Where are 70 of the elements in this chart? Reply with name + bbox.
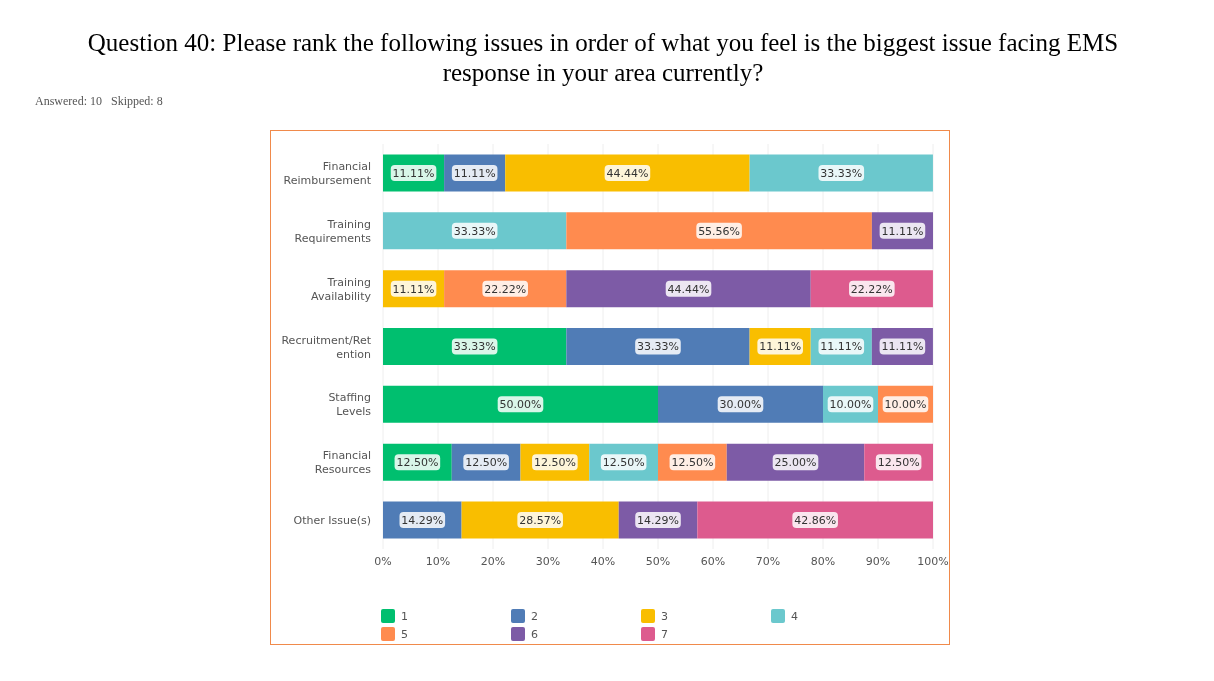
y-tick-label: Financial Reimbursement	[283, 159, 372, 187]
y-tick-label: Training Availability	[311, 275, 372, 303]
x-tick-label: 100%	[917, 554, 949, 568]
x-tick-label: 40%	[590, 554, 616, 568]
data-label: 11.11%	[881, 224, 924, 238]
data-label: 12.50%	[465, 456, 508, 470]
bar	[383, 385, 658, 423]
data-label: 11.11%	[392, 166, 435, 180]
legend-label: 4	[791, 609, 798, 623]
chart-title: Question 40: Please rank the following issues in order of what you feel is the biggest issue facing EMS response in your area currently?	[86, 28, 1120, 88]
bar	[383, 212, 567, 250]
legend-label: 7	[661, 627, 668, 641]
data-label: 11.11%	[453, 166, 496, 180]
data-label: 33.33%	[453, 224, 496, 238]
data-label: 14.29%	[637, 514, 679, 528]
bar	[749, 154, 933, 192]
data-label: 11.11%	[392, 282, 435, 296]
legend-label: 1	[401, 609, 408, 623]
data-label: 44.44%	[667, 282, 710, 296]
data-label: 28.57%	[519, 514, 562, 528]
y-tick-label: Training Requirements	[294, 217, 372, 245]
bar	[383, 327, 567, 365]
x-tick-label: 60%	[700, 554, 726, 568]
data-label: 10.00%	[829, 398, 872, 412]
x-tick-label: 0%	[374, 554, 392, 568]
x-tick-label: 10%	[425, 554, 451, 568]
legend-label: 3	[661, 609, 668, 623]
data-label: 12.50%	[877, 456, 920, 470]
x-tick-label: 20%	[480, 554, 506, 568]
data-label: 55.56%	[698, 224, 741, 238]
legend-label: 2	[531, 609, 538, 623]
data-label: 12.50%	[602, 456, 645, 470]
bar	[505, 154, 750, 192]
y-tick-label: Staffing Levels	[328, 391, 372, 419]
bar	[566, 212, 872, 250]
x-tick-label: 50%	[645, 554, 671, 568]
bar	[697, 501, 933, 539]
bar	[726, 443, 865, 481]
x-tick-label: 90%	[865, 554, 891, 568]
x-tick-label: 70%	[755, 554, 781, 568]
data-label: 11.11%	[759, 340, 802, 354]
bar	[461, 501, 619, 539]
y-tick-label: Other Issue(s)	[293, 514, 371, 528]
text: Answered: 10 Skipped: 8	[35, 94, 164, 109]
data-label: 12.50%	[671, 456, 714, 470]
data-label: 33.33%	[637, 340, 679, 354]
bar	[566, 270, 811, 308]
data-label: 11.11%	[881, 340, 924, 354]
data-label: 14.29%	[401, 514, 444, 528]
y-tick-label: Recruitment/Retention	[281, 333, 372, 361]
data-label: 42.86%	[794, 514, 837, 528]
data-label: 25.00%	[774, 456, 817, 470]
data-label: 11.11%	[820, 340, 863, 354]
data-label: 44.44%	[606, 166, 649, 180]
x-tick-label: 80%	[810, 554, 836, 568]
legend-label: 6	[531, 627, 538, 641]
data-label: 12.50%	[396, 456, 439, 470]
legend-label: 5	[401, 627, 408, 641]
data-label: 22.22%	[850, 282, 893, 296]
bar	[658, 385, 823, 423]
data-label: 22.22%	[484, 282, 527, 296]
x-tick-label: 30%	[535, 554, 561, 568]
data-label: 30.00%	[719, 398, 762, 412]
data-label: 10.00%	[884, 398, 927, 412]
y-tick-label: Financial Resources	[314, 449, 372, 477]
data-label: 50.00%	[499, 398, 542, 412]
bar	[566, 327, 750, 365]
data-label: 33.33%	[453, 340, 496, 354]
data-label: 12.50%	[533, 456, 576, 470]
data-label: 33.33%	[820, 166, 863, 180]
